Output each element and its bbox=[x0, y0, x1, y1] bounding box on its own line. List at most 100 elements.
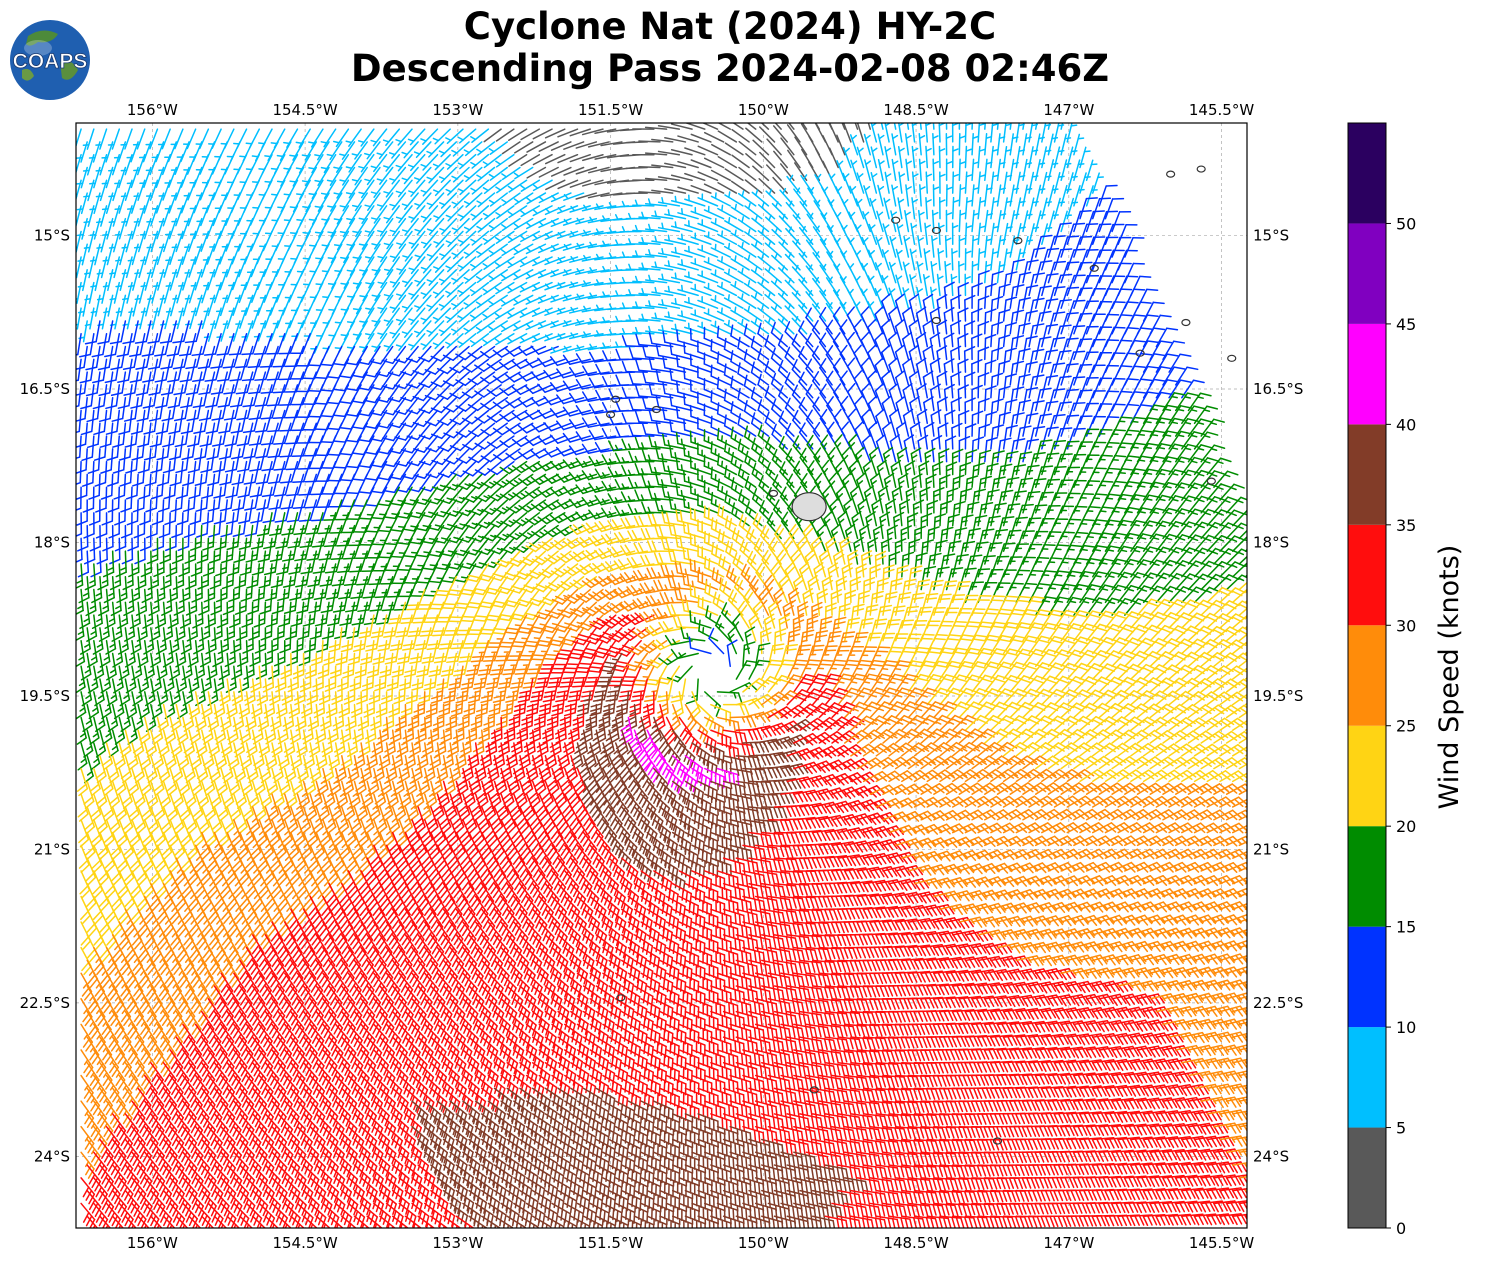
wind-barb bbox=[258, 128, 273, 149]
wind-barb bbox=[846, 331, 859, 361]
wind-barb bbox=[1225, 652, 1247, 668]
wind-barb bbox=[302, 243, 318, 264]
wind-barb bbox=[151, 499, 165, 526]
wind-barb bbox=[996, 209, 1007, 233]
wind-barb bbox=[971, 184, 980, 207]
wind-barb bbox=[853, 395, 865, 425]
wind-barb bbox=[1098, 262, 1119, 284]
wind-barb bbox=[132, 460, 146, 487]
wind-barb bbox=[157, 486, 171, 513]
wind-barb bbox=[944, 260, 951, 284]
wind-barb bbox=[113, 141, 127, 163]
wind-barb bbox=[322, 281, 337, 303]
wind-barb bbox=[208, 512, 222, 538]
wind-barb bbox=[215, 294, 228, 317]
wind-barb bbox=[1002, 248, 1013, 271]
wind-barb bbox=[891, 158, 899, 182]
wind-barb bbox=[233, 205, 248, 226]
wind-barb bbox=[745, 127, 763, 143]
wind-barb bbox=[632, 569, 661, 582]
wind-barb bbox=[1060, 414, 1080, 437]
wind-barb bbox=[757, 227, 776, 245]
wind-barb bbox=[164, 141, 178, 163]
wind-barb bbox=[990, 372, 1004, 399]
wind-barb bbox=[971, 209, 980, 233]
wind-barb bbox=[763, 613, 776, 642]
wind-barb bbox=[151, 141, 165, 163]
wind-barb bbox=[346, 230, 362, 251]
wind-barb bbox=[322, 333, 337, 354]
wind-barb bbox=[82, 153, 95, 176]
wind-barb bbox=[1231, 562, 1247, 578]
wind-barb bbox=[648, 332, 674, 348]
wind-barb bbox=[936, 273, 944, 297]
wind-barb bbox=[76, 384, 82, 408]
wind-barb bbox=[169, 460, 184, 487]
wind-barb bbox=[863, 133, 871, 156]
wind-barb bbox=[449, 409, 477, 426]
wind-barb bbox=[918, 158, 926, 182]
wind-barb bbox=[1079, 274, 1100, 297]
wind-barb bbox=[780, 674, 805, 693]
wind-barb bbox=[289, 217, 305, 239]
wind-barb bbox=[971, 260, 979, 284]
wind-barb bbox=[738, 140, 757, 156]
wind-barb bbox=[359, 256, 375, 276]
wind-barb bbox=[108, 179, 121, 202]
wind-barb bbox=[315, 243, 330, 264]
wind-barb bbox=[832, 357, 846, 386]
wind-barb bbox=[289, 192, 305, 213]
wind-barb bbox=[253, 269, 267, 291]
wind-barb bbox=[359, 281, 375, 302]
wind-barb bbox=[836, 160, 846, 182]
wind-barb bbox=[844, 646, 865, 668]
wind-barb bbox=[177, 243, 190, 265]
wind-barb bbox=[241, 601, 254, 628]
wind-barb bbox=[945, 132, 953, 156]
wind-barb bbox=[108, 512, 121, 539]
wind-barb bbox=[1022, 235, 1033, 258]
wind-barb bbox=[977, 145, 986, 169]
wind-barb bbox=[298, 473, 318, 496]
wind-barb bbox=[284, 281, 299, 303]
wind-barb bbox=[195, 153, 210, 175]
wind-barb bbox=[165, 269, 178, 291]
wind-barb bbox=[1073, 261, 1093, 284]
wind-barb bbox=[414, 269, 432, 287]
wind-barb bbox=[689, 404, 712, 425]
wind-barb bbox=[897, 197, 905, 220]
wind-barb bbox=[278, 358, 299, 381]
wind-barb bbox=[219, 486, 235, 512]
wind-barb bbox=[309, 256, 324, 277]
wind-barb bbox=[1104, 249, 1125, 271]
wind-barb bbox=[870, 171, 878, 194]
wind-barb bbox=[832, 332, 846, 361]
wind-barb bbox=[884, 171, 892, 194]
wind-barb bbox=[570, 601, 598, 618]
wind-barb bbox=[278, 294, 292, 316]
wind-barb bbox=[246, 179, 261, 200]
wind-barb bbox=[710, 806, 732, 826]
wind-barb bbox=[285, 448, 305, 471]
wind-barb bbox=[1244, 600, 1247, 604]
wind-barb bbox=[977, 248, 986, 271]
wind-barb bbox=[875, 236, 884, 258]
wind-barb bbox=[897, 123, 905, 143]
wind-barb bbox=[1124, 236, 1145, 258]
wind-barb bbox=[944, 235, 952, 258]
wind-barb bbox=[1231, 667, 1247, 680]
wind-barb bbox=[819, 408, 833, 437]
wind-barb bbox=[904, 210, 911, 233]
wind-barb bbox=[340, 320, 356, 341]
wind-barb bbox=[278, 384, 299, 406]
wind-barb bbox=[1073, 389, 1093, 412]
wind-barb bbox=[1002, 145, 1012, 169]
wind-barb bbox=[1015, 123, 1025, 143]
wind-barb bbox=[106, 435, 121, 461]
wind-barb bbox=[1142, 301, 1165, 322]
wind-barb bbox=[932, 158, 939, 182]
wind-barb bbox=[990, 295, 1004, 322]
wind-barb bbox=[240, 269, 254, 291]
wind-barb bbox=[107, 460, 121, 487]
wind-barb bbox=[271, 205, 286, 226]
